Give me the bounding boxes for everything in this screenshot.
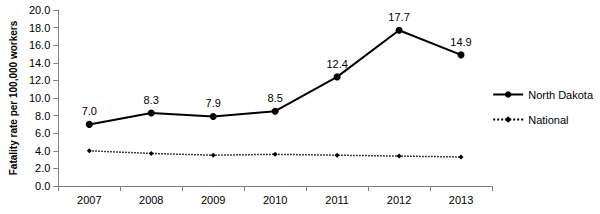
svg-text:2010: 2010 — [263, 194, 287, 206]
svg-text:14.9: 14.9 — [450, 36, 471, 48]
svg-text:2013: 2013 — [449, 194, 473, 206]
svg-text:12.4: 12.4 — [326, 58, 347, 70]
svg-text:North Dakota: North Dakota — [528, 89, 594, 101]
svg-text:2012: 2012 — [387, 194, 411, 206]
svg-text:2011: 2011 — [325, 194, 349, 206]
svg-text:10.0: 10.0 — [29, 92, 50, 104]
svg-text:2007: 2007 — [77, 194, 101, 206]
svg-text:20.0: 20.0 — [29, 4, 50, 16]
svg-text:4.0: 4.0 — [35, 145, 50, 157]
svg-text:8.0: 8.0 — [35, 110, 50, 122]
svg-text:16.0: 16.0 — [29, 39, 50, 51]
svg-text:2009: 2009 — [201, 194, 225, 206]
svg-text:17.7: 17.7 — [388, 11, 409, 23]
svg-text:2008: 2008 — [139, 194, 163, 206]
svg-text:8.5: 8.5 — [268, 92, 283, 104]
svg-text:12.0: 12.0 — [29, 74, 50, 86]
svg-text:18.0: 18.0 — [29, 22, 50, 34]
svg-text:National: National — [528, 114, 568, 126]
svg-text:7.0: 7.0 — [82, 105, 97, 117]
svg-text:7.9: 7.9 — [206, 97, 221, 109]
svg-text:14.0: 14.0 — [29, 57, 50, 69]
svg-text:6.0: 6.0 — [35, 127, 50, 139]
svg-text:0.0: 0.0 — [35, 180, 50, 192]
svg-text:8.3: 8.3 — [144, 94, 159, 106]
svg-text:Fatality rate per 100,000 work: Fatality rate per 100,000 workers — [8, 20, 19, 175]
svg-text:2.0: 2.0 — [35, 162, 50, 174]
